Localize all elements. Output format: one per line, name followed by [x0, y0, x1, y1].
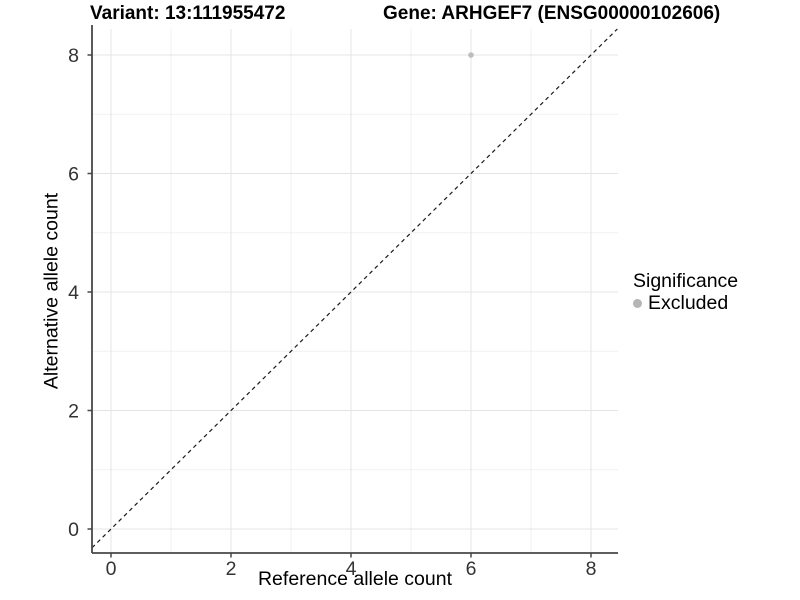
- identity-line: [91, 28, 618, 549]
- y-tick-label: 8: [68, 45, 79, 67]
- x-tick-label: 6: [466, 558, 477, 580]
- x-tick-label: 2: [226, 558, 237, 580]
- excluded-point-icon: [633, 298, 642, 308]
- x-axis-title: Reference allele count: [257, 568, 453, 590]
- x-tick-label: 4: [346, 558, 357, 580]
- legend-item-label: Excluded: [648, 292, 729, 314]
- legend-item-excluded: Excluded: [633, 292, 738, 314]
- x-tick-label: 0: [106, 558, 117, 580]
- y-tick-label: 0: [68, 519, 79, 541]
- legend: Significance Excluded: [633, 270, 738, 314]
- y-tick-label: 4: [68, 282, 79, 304]
- plot-title-gene: Gene: ARHGEF7 (ENSG00000102606): [383, 3, 721, 24]
- plot-title-variant: Variant: 13:111955472: [90, 3, 286, 24]
- x-tick-label: 8: [586, 558, 597, 580]
- y-tick-label: 6: [68, 164, 79, 186]
- y-tick-label: 2: [68, 401, 79, 423]
- y-axis-title: Alternative allele count: [40, 192, 63, 390]
- legend-title: Significance: [633, 270, 739, 292]
- data-point: [468, 52, 474, 58]
